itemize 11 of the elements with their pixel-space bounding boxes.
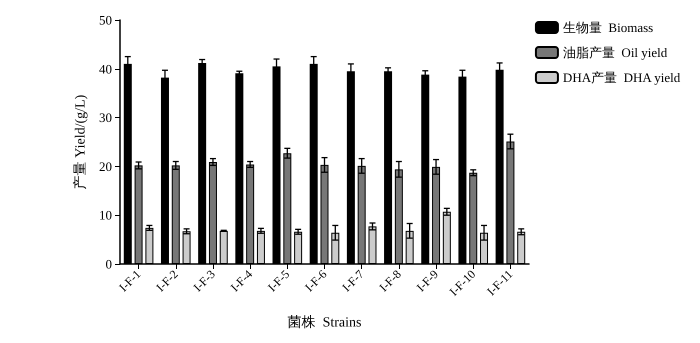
legend-label: 油脂产量 Oil yield: [562, 45, 668, 60]
x-axis-title: 菌株 Strains: [288, 314, 362, 330]
y-tick-label: 10: [99, 208, 112, 223]
y-tick-label: 20: [99, 158, 112, 174]
y-axis-title: 产量 Yield/(g/L): [72, 94, 88, 190]
y-tick-label: 30: [99, 110, 112, 126]
y-tick-label: 50: [99, 12, 112, 28]
legend-label: 生物量 Biomass: [562, 20, 654, 35]
legend-label: DHA产量 DHA yield: [562, 70, 681, 85]
y-tick-label: 40: [99, 61, 112, 76]
y-tick-label: 0: [106, 256, 112, 272]
